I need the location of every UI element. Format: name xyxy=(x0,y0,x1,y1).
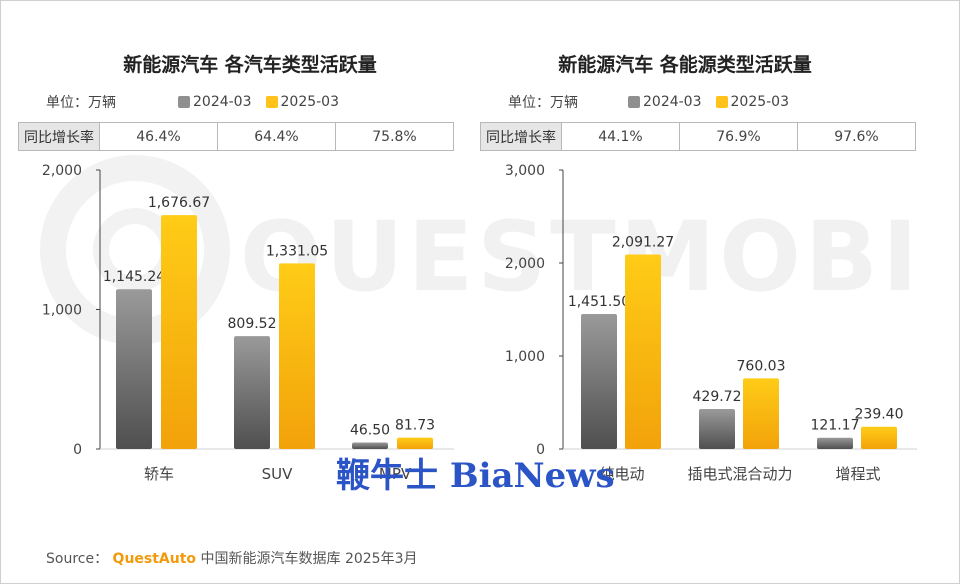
unit-legend-row: 单位：万辆 2024-03 2025-03 xyxy=(46,92,339,112)
y-tick-label: 1,000 xyxy=(505,349,545,365)
category-label: MPV xyxy=(379,465,412,483)
bar-value-label: 809.52 xyxy=(228,316,277,332)
bar-value-label: 1,331.05 xyxy=(266,243,328,259)
chart-panel-vehicle-type: 新能源汽车 各汽车类型活跃量 单位：万辆 2024-03 2025-03 同比增… xyxy=(0,0,470,540)
bar-value-label: 81.73 xyxy=(395,418,435,434)
bar-2024-03 xyxy=(699,409,735,449)
bar-value-label: 46.50 xyxy=(350,423,390,439)
bar-2025-03 xyxy=(743,378,779,449)
yoy-cell: 75.8% xyxy=(335,122,454,151)
category-label: 增程式 xyxy=(835,465,880,483)
category-label: SUV xyxy=(262,465,294,483)
yoy-cell: 64.4% xyxy=(217,122,336,151)
legend-label: 2025-03 xyxy=(280,94,340,110)
yoy-cell: 44.1% xyxy=(561,122,680,151)
yoy-row: 同比增长率 46.4% 64.4% 75.8% xyxy=(18,122,454,151)
yoy-row: 同比增长率 44.1% 76.9% 97.6% xyxy=(480,122,916,151)
category-label: 轿车 xyxy=(144,465,174,483)
legend-label: 2024-03 xyxy=(193,94,252,110)
source-prefix: Source： xyxy=(46,551,109,567)
yoy-cell: 46.4% xyxy=(99,122,218,151)
source-brand: QuestAuto xyxy=(112,551,197,567)
yoy-header: 同比增长率 xyxy=(18,122,100,151)
bar-value-label: 121.17 xyxy=(811,418,860,434)
legend-item-2025: 2025-03 xyxy=(265,94,340,110)
unit-label: 单位：万辆 xyxy=(46,95,116,111)
chart-title: 新能源汽车 各汽车类型活跃量 xyxy=(123,54,377,76)
legend-swatch-2025 xyxy=(715,96,728,108)
bar-chart-energy-type: 0 1,000 2,000 3,000 1,451.50 2,091.27 纯电动 429.7… xyxy=(505,163,917,483)
bar-value-label: 239.40 xyxy=(855,407,904,423)
unit-label: 单位：万辆 xyxy=(508,95,578,111)
bar-2025-03 xyxy=(161,215,197,449)
yoy-table: 同比增长率 44.1% 76.9% 97.6% xyxy=(480,122,916,151)
y-tick-label: 2,000 xyxy=(42,163,82,179)
bar-2025-03 xyxy=(279,263,315,449)
category-label: 插电式混合动力 xyxy=(687,465,792,483)
legend-item-2024: 2024-03 xyxy=(178,94,252,110)
legend-item-2025: 2025-03 xyxy=(715,94,790,110)
legend-label: 2025-03 xyxy=(730,94,790,110)
bar-2024-03 xyxy=(234,336,270,449)
bar-value-label: 2,091.27 xyxy=(612,235,674,251)
chart-panel-energy-type: 新能源汽车 各能源类型活跃量 单位：万辆 2024-03 2025-03 同比增… xyxy=(470,0,940,540)
bar-2025-03 xyxy=(397,437,433,449)
y-tick-label: 1,000 xyxy=(42,303,82,319)
y-tick-label: 2,000 xyxy=(505,256,545,272)
legend-item-2024: 2024-03 xyxy=(628,94,702,110)
y-tick-label: 0 xyxy=(73,442,82,458)
legend-swatch-2025 xyxy=(265,96,278,108)
bar-value-label: 1,676.67 xyxy=(148,195,210,211)
legend-swatch-2024 xyxy=(178,96,190,108)
category-label: 纯电动 xyxy=(599,465,644,483)
bar-2025-03 xyxy=(861,426,897,449)
legend-swatch-2024 xyxy=(628,96,640,108)
bianews-stamp: 鞭牛士 BiaNews xyxy=(336,456,615,496)
bar-2025-03 xyxy=(625,254,661,449)
bar-chart-vehicle-type: 0 1,000 2,000 1,145.24 1,676.67 轿车 809.52 1,331… xyxy=(42,163,454,483)
bar-2024-03 xyxy=(116,289,152,449)
y-tick-label: 0 xyxy=(536,442,545,458)
yoy-table: 同比增长率 46.4% 64.4% 75.8% xyxy=(18,122,454,151)
y-tick-label: 3,000 xyxy=(505,163,545,179)
bar-value-label: 429.72 xyxy=(693,389,742,405)
yoy-cell: 76.9% xyxy=(679,122,798,151)
legend-label: 2024-03 xyxy=(643,94,702,110)
bar-2024-03 xyxy=(581,314,617,449)
bar-2024-03 xyxy=(817,437,853,449)
bar-value-label: 1,145.24 xyxy=(103,269,165,285)
source-text: 中国新能源汽车数据库 2025年3月 xyxy=(200,551,418,567)
chart-title: 新能源汽车 各能源类型活跃量 xyxy=(558,54,812,76)
source-note: Source： QuestAuto 中国新能源汽车数据库 2025年3月 xyxy=(46,548,418,568)
bar-value-label: 760.03 xyxy=(737,358,786,374)
unit-legend-row: 单位：万辆 2024-03 2025-03 xyxy=(508,92,789,112)
yoy-cell: 97.6% xyxy=(797,122,916,151)
yoy-header: 同比增长率 xyxy=(480,122,562,151)
bar-2024-03 xyxy=(352,442,388,449)
bar-value-label: 1,451.50 xyxy=(568,294,630,310)
